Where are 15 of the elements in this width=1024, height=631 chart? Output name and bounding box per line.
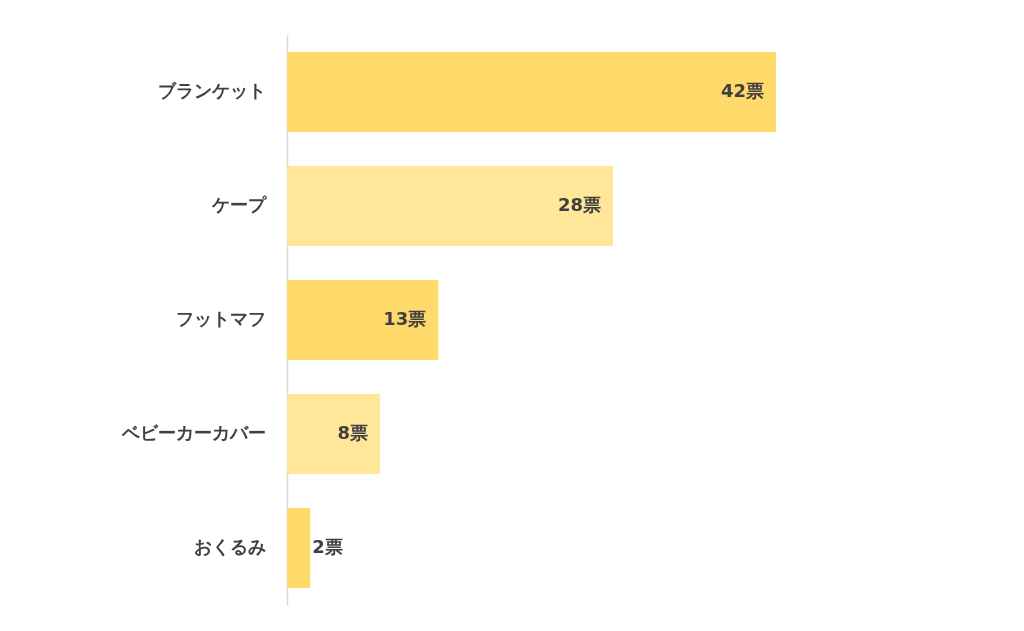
bar xyxy=(287,166,613,246)
bar xyxy=(287,394,381,474)
y-tick-label: ブランケット xyxy=(157,80,266,101)
data-label: 28票 xyxy=(557,194,601,215)
data-label: 8票 xyxy=(337,422,369,443)
y-tick-label: おくるみ xyxy=(193,536,266,557)
data-label: 42票 xyxy=(720,80,764,101)
bar xyxy=(287,508,311,588)
y-tick-label: フットマフ xyxy=(175,308,266,329)
data-label: 13票 xyxy=(383,308,427,329)
bar xyxy=(287,52,776,132)
y-tick-label: ケープ xyxy=(210,194,267,215)
bar xyxy=(287,280,439,360)
y-tick-label: ベビーカーカバー xyxy=(120,422,266,443)
data-label: 2票 xyxy=(312,536,343,557)
